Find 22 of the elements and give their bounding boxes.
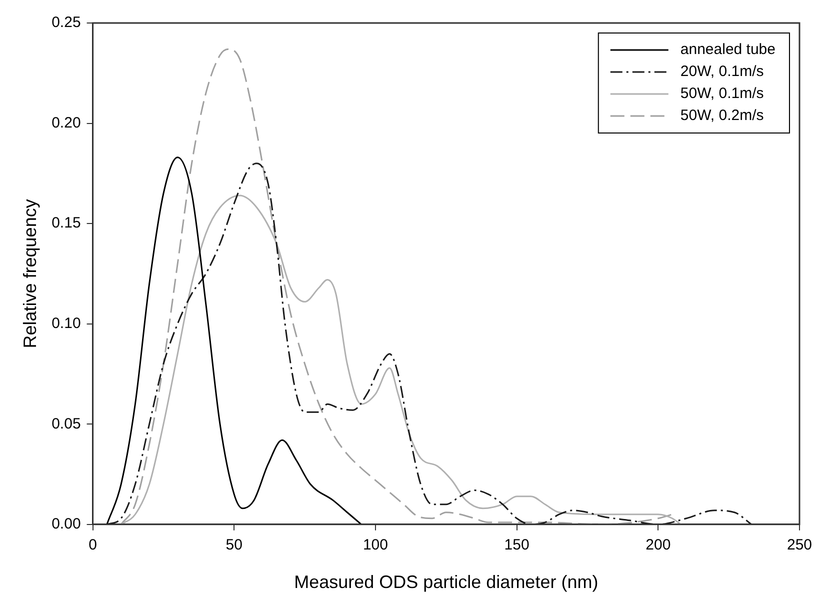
legend-label: 50W, 0.1m/s — [680, 85, 764, 102]
legend-label: 50W, 0.2m/s — [680, 107, 764, 124]
legend-label: 20W, 0.1m/s — [680, 63, 764, 80]
y-tick-label: 0.15 — [52, 214, 81, 232]
y-tick-label: 0.20 — [52, 114, 81, 132]
y-tick-label: 0.05 — [52, 415, 81, 432]
line-series — [120, 194, 682, 524]
line-series — [106, 156, 362, 524]
legend-label: annealed tube — [680, 41, 776, 58]
y-tick-label: 0.10 — [52, 314, 81, 332]
line-series — [106, 162, 752, 524]
x-tick-label: 250 — [786, 536, 812, 554]
x-tick-label: 150 — [504, 536, 530, 554]
x-tick-label: 0 — [88, 536, 97, 554]
y-tick-label: 0.25 — [52, 14, 81, 32]
line-series — [120, 48, 674, 524]
x-tick-label: 200 — [646, 536, 671, 554]
x-tick-label: 50 — [226, 536, 242, 554]
x-axis-title: Measured ODS particle diameter (nm) — [294, 572, 598, 592]
y-axis-title: Relative frequency — [20, 199, 40, 348]
x-tick-label: 100 — [362, 536, 388, 554]
y-tick-label: 0.00 — [52, 516, 81, 533]
